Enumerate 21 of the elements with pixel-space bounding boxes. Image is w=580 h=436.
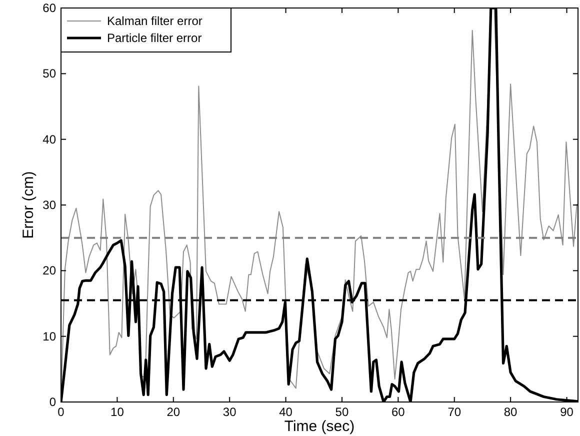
x-tick-label: 0 <box>58 405 65 419</box>
y-tick-label: 20 <box>42 264 56 278</box>
x-tick-label: 60 <box>391 405 406 419</box>
x-axis-title: Time (sec) <box>284 418 355 435</box>
x-tick-label: 10 <box>110 405 124 419</box>
x-tick-label: 30 <box>222 405 237 419</box>
x-tick-label: 50 <box>335 405 349 419</box>
legend-label: Kalman filter error <box>107 14 202 28</box>
y-tick-label: 10 <box>42 329 56 344</box>
x-tick-label: 40 <box>279 405 293 419</box>
y-tick-label: 50 <box>42 66 56 81</box>
legend-label: Particle filter error <box>107 31 202 45</box>
y-tick-label: 30 <box>42 198 56 212</box>
y-tick-label: 0 <box>49 395 56 409</box>
x-tick-label: 70 <box>448 405 462 419</box>
x-tick-label: 20 <box>166 405 180 419</box>
y-axis-title: Error (cm) <box>20 171 37 239</box>
y-tick-label: 40 <box>42 132 56 146</box>
x-tick-label: 90 <box>560 405 574 419</box>
y-tick-label: 60 <box>42 1 56 15</box>
x-tick-label: 80 <box>504 405 518 419</box>
